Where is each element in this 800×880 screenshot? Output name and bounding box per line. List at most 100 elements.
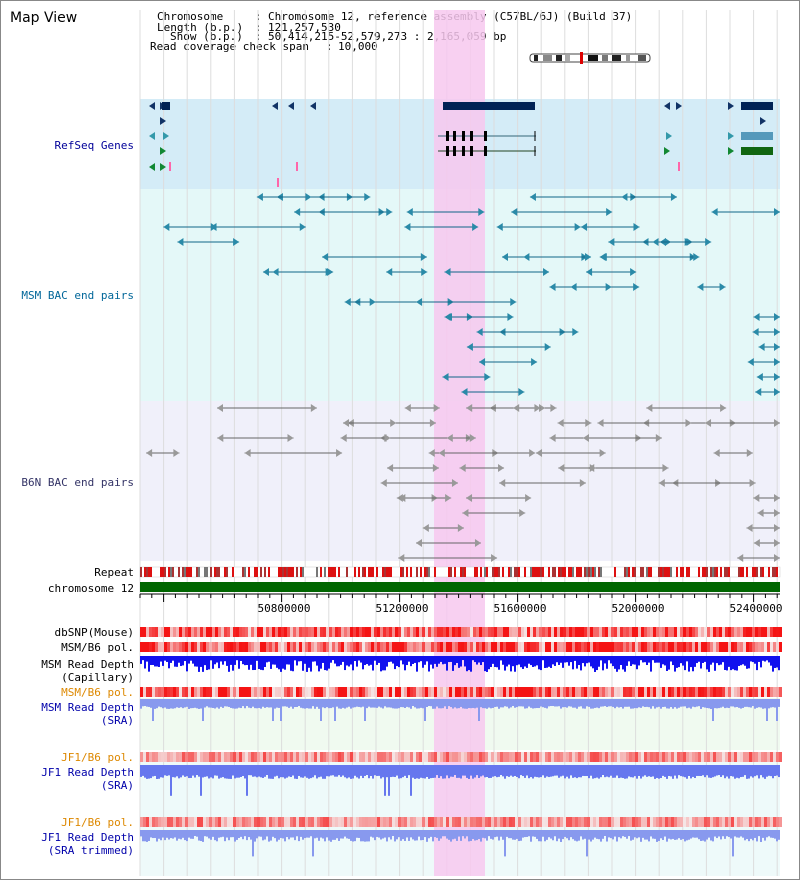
jf1-sra-depth-bar: [194, 765, 196, 778]
repeat-block: [704, 567, 706, 577]
jf1-trim-depth-bar: [330, 830, 332, 842]
repeat-block: [624, 567, 626, 577]
msm-pol-sra-heat-cell: [368, 687, 371, 697]
jf1-sra-depth-bar: [624, 765, 626, 779]
b6n-bac-end: [491, 554, 498, 562]
msm-pol-heat-cell: [260, 642, 263, 652]
jf1-trim-depth-bar: [546, 830, 548, 840]
jf1-sra-depth-bar: [728, 765, 730, 779]
msm-bac-end: [421, 268, 428, 276]
jf1-trim-depth-bar: [534, 830, 536, 837]
jf1-trim-depth-bar: [778, 830, 780, 840]
msm-pol-sra-heat-cell: [206, 687, 209, 697]
msm-pol-heat-cell: [707, 642, 710, 652]
repeat-block: [702, 567, 704, 577]
jf1-pol-heat-cell: [152, 752, 155, 762]
jf1-sra-depth-bar: [588, 765, 590, 779]
msm-pol-heat-cell: [212, 642, 215, 652]
msm-cap-depth-bar: [238, 656, 240, 669]
msm-sra-depth-bar: [152, 699, 154, 721]
msm-pol-heat-cell: [479, 642, 482, 652]
msm-sra-depth-bar: [244, 699, 246, 709]
jf1-pol-heat-cell: [371, 752, 374, 762]
jf1-sra-depth-bar: [378, 765, 380, 776]
msm-pol-sra-heat-cell: [299, 687, 302, 697]
jf1-pol-trim-heat-cell: [545, 817, 548, 827]
msm-pol-sra-heat-cell: [575, 687, 578, 697]
msm-sra-depth-bar: [760, 699, 762, 708]
jf1-trim-depth-bar: [158, 830, 160, 839]
msm-bac-end: [325, 268, 332, 276]
jf1-pol-heat-cell: [734, 752, 737, 762]
jf1-pol-trim-heat-cell: [218, 817, 221, 827]
repeat-block: [172, 567, 174, 577]
jf1-trim-depth-bar: [650, 830, 652, 837]
jf1-sra-depth-bar: [772, 765, 774, 779]
b6n-bac-end: [469, 434, 476, 442]
jf1-pol-heat-cell: [731, 752, 734, 762]
msm-pol-heat-cell: [281, 642, 284, 652]
msm-pol-heat-cell: [596, 642, 599, 652]
jf1-trim-depth-bar: [684, 830, 686, 842]
jf1-trim-depth-bar: [766, 830, 768, 838]
jf1-pol-heat-cell: [317, 752, 320, 762]
msm-sra-depth-bar: [730, 699, 732, 707]
jf1-pol-trim-heat-cell: [587, 817, 590, 827]
jf1-sra-depth-bar: [162, 765, 164, 778]
jf1-pol-trim-heat-cell: [530, 817, 533, 827]
dbsnp-heat-cell: [371, 627, 374, 637]
msm-cap-depth-bar: [748, 656, 750, 669]
msm-sra-depth-bar: [384, 699, 386, 707]
msm-sra-depth-bar: [716, 699, 718, 709]
jf1-sra-depth-bar: [456, 765, 458, 778]
jf1-trim-depth-bar: [244, 830, 246, 837]
dbsnp-heat-cell: [503, 627, 506, 637]
msm-cap-depth-bar: [262, 656, 264, 671]
msm-cap-depth-bar: [720, 656, 722, 665]
msm-pol-heat-cell: [686, 642, 689, 652]
jf1-sra-depth-bar: [454, 765, 456, 776]
jf1-pol-trim-heat-cell: [401, 817, 404, 827]
jf1-pol-trim-heat-cell: [368, 817, 371, 827]
jf1-pol-trim-heat-cell: [203, 817, 206, 827]
msm-bac-end: [621, 193, 628, 201]
msm-cap-depth-bar: [330, 656, 332, 663]
jf1-pol-trim-heat-cell: [548, 817, 551, 827]
jf1-pol-heat-cell: [194, 752, 197, 762]
msm-cap-depth-bar: [274, 656, 276, 665]
msm-cap-depth-bar: [286, 656, 288, 665]
msm-sra-depth-bar: [732, 699, 734, 707]
msm-sra-depth-bar: [754, 699, 756, 709]
jf1-sra-depth-bar: [298, 765, 300, 776]
jf1-trim-depth-bar: [448, 830, 450, 840]
jf1-pol-trim-heat-cell: [722, 817, 725, 827]
msm-bac-end: [210, 223, 217, 231]
jf1-pol-trim-heat-cell: [215, 817, 218, 827]
jf1-pol-trim-heat-cell: [515, 817, 518, 827]
jf1-trim-depth-bar: [178, 830, 180, 839]
jf1-pol-heat-cell: [377, 752, 380, 762]
jf1-sra-depth-bar: [404, 765, 406, 776]
msm-cap-depth-bar: [428, 656, 430, 672]
jf1-trim-depth-bar: [680, 830, 682, 840]
dbsnp-heat-cell: [410, 627, 413, 637]
jf1-pol-trim-heat-cell: [353, 817, 356, 827]
repeat-block: [726, 567, 728, 577]
msm-sra-depth-bar: [460, 699, 462, 707]
msm-bac-end: [670, 193, 677, 201]
jf1-sra-depth-bar: [440, 765, 442, 777]
b6n-bac-end: [655, 434, 662, 442]
msm-cap-depth-bar: [760, 656, 762, 668]
msm-sra-depth-bar: [302, 699, 304, 709]
jf1-sra-depth-bar: [374, 765, 376, 776]
msm-cap-depth-bar: [466, 656, 468, 672]
msm-pol-heat-cell: [752, 642, 755, 652]
jf1-pol-heat-cell: [170, 752, 173, 762]
jf1-sra-depth-bar: [188, 765, 190, 779]
msm-pol-heat-cell: [242, 642, 245, 652]
dbsnp-heat-cell: [146, 627, 149, 637]
b6n-bac-end: [774, 539, 780, 547]
jf1-sra-depth-bar: [604, 765, 606, 778]
jf1-sra-depth-bar: [750, 765, 752, 777]
